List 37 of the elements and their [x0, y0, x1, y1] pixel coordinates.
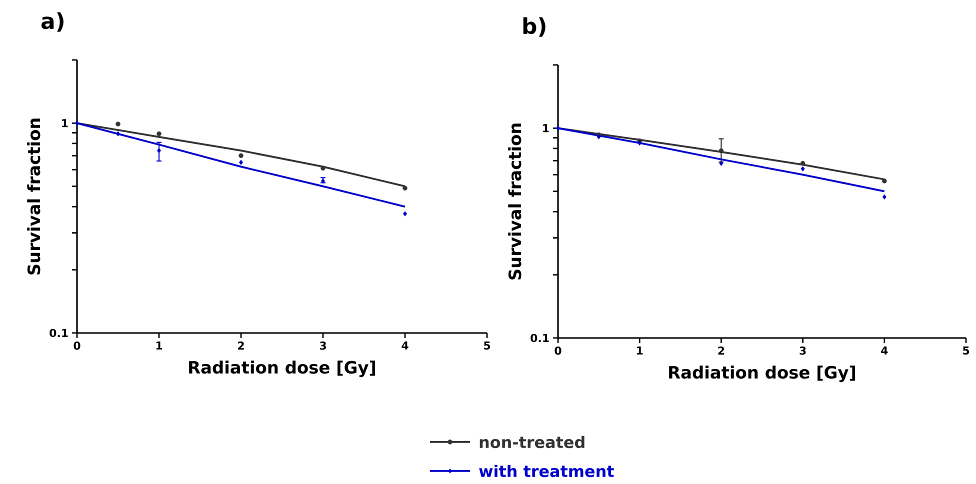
y-axis-title: Survival fraction [508, 124, 522, 280]
x-tick-label: 1 [637, 346, 643, 354]
x-tick-label: 4 [881, 346, 888, 354]
point [239, 160, 244, 165]
point [638, 140, 642, 146]
legend-label: non-treated [480, 436, 584, 448]
point [800, 160, 806, 166]
point [402, 186, 408, 191]
x-tick-label: 3 [800, 346, 806, 355]
x-tick-label: 3 [320, 341, 326, 350]
point [238, 153, 244, 158]
point [403, 211, 408, 216]
x-axis-title: Radiation dose [Gy] [189, 360, 376, 378]
point [156, 131, 162, 136]
x-tick-label: 5 [963, 346, 970, 355]
point [882, 178, 887, 184]
y-tick-label: 0.1 [50, 328, 68, 338]
x-axis-title: Radiation dose [Gy] [669, 366, 856, 382]
point [116, 131, 120, 136]
x-tick-label: 4 [402, 341, 408, 350]
y-tick-label: 0.1 [530, 334, 549, 342]
x-tick-label: 0 [74, 341, 80, 350]
point [718, 148, 724, 154]
point [320, 166, 326, 171]
point [882, 194, 886, 200]
x-tick-label: 0 [554, 346, 562, 355]
point [116, 122, 120, 126]
x-tick-label: 2 [238, 341, 244, 350]
point [75, 120, 80, 126]
chart-title: b) [523, 17, 546, 37]
chart-title: a) [41, 12, 64, 32]
y-axis-title: Survival fraction [27, 118, 40, 274]
legend-label: with treatment [479, 464, 614, 478]
x-tick-label: 1 [156, 341, 162, 350]
point [800, 166, 805, 172]
x-tick-label: 5 [484, 341, 490, 350]
x-tick-label: 2 [718, 346, 724, 355]
